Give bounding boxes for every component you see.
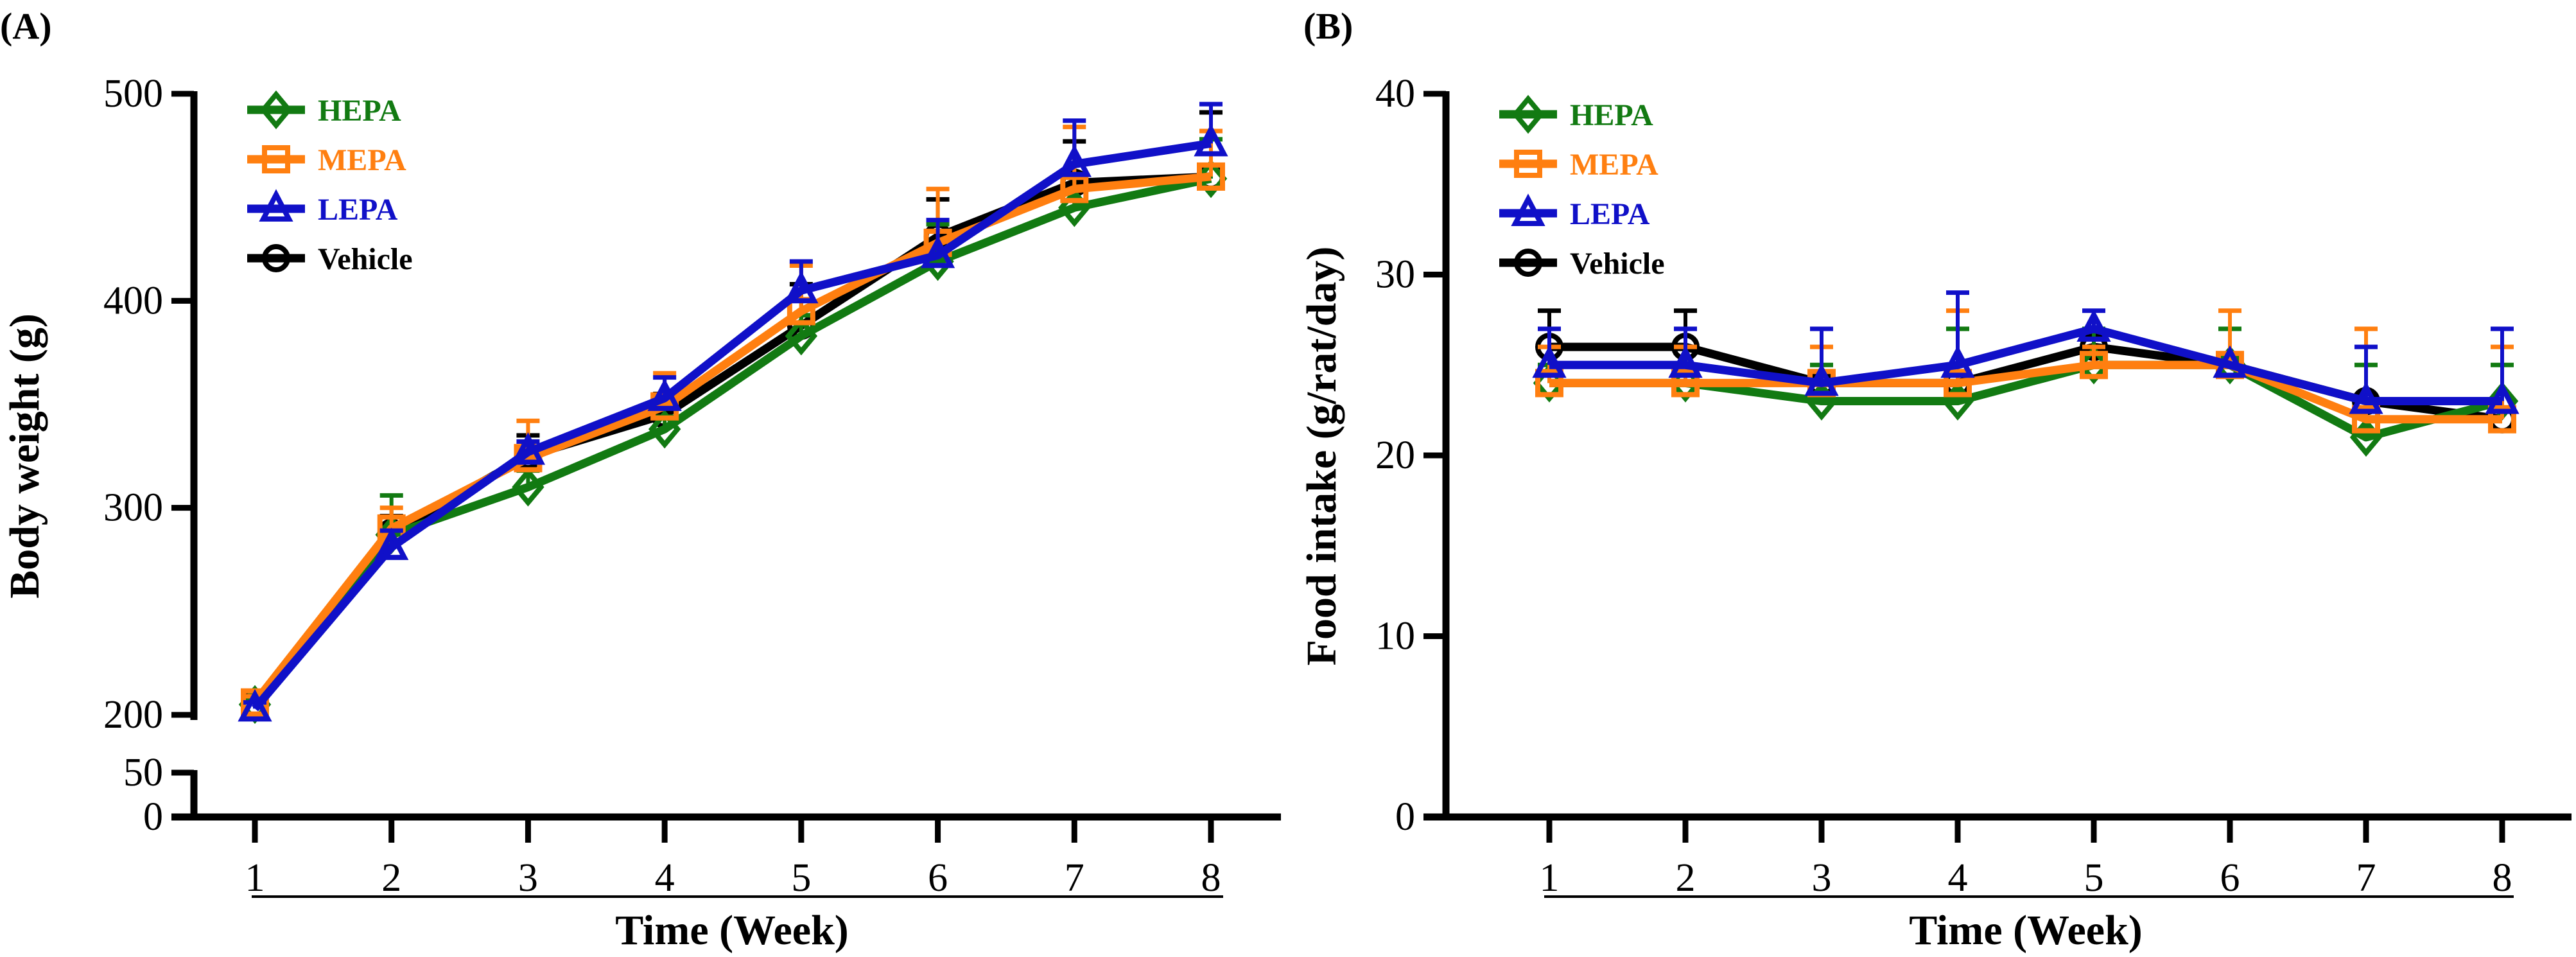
y-tick-label: 200 — [103, 693, 163, 737]
legend-marker-icon — [1514, 249, 1542, 277]
x-tick-label: 5 — [2084, 856, 2104, 900]
legend-marker-icon — [1511, 94, 1545, 134]
legend: HEPA MEPA LEPA Vehicle — [247, 90, 413, 276]
data-point — [2352, 405, 2380, 434]
data-point — [1668, 345, 1703, 378]
x-tick-label: 3 — [518, 856, 538, 900]
data-point — [1197, 162, 1225, 191]
legend-item: LEPA — [247, 189, 398, 227]
x-tick-label: 2 — [381, 856, 401, 900]
x-tick-label: 7 — [2356, 856, 2376, 900]
x-tick-label: 8 — [2493, 856, 2512, 900]
legend-label: HEPA — [318, 94, 401, 128]
data-point — [1535, 369, 1563, 398]
data-point — [1669, 364, 1702, 403]
series-line — [1549, 324, 2502, 406]
legend-item: Vehicle — [247, 242, 413, 276]
data-point — [1804, 363, 1839, 396]
x-tick-label: 1 — [245, 856, 265, 900]
legend-item: HEPA — [247, 90, 401, 130]
legend-marker-icon — [259, 189, 293, 222]
data-point — [784, 270, 819, 304]
data-point — [374, 527, 409, 560]
legend-label: MEPA — [1570, 148, 1658, 182]
y-tick-label: 20 — [1375, 434, 1415, 477]
legend-label: Vehicle — [1570, 247, 1665, 281]
panel-a-body-weight-chart: (A) Time (Week) Body weight (g) 050 200 30… — [0, 5, 1281, 954]
data-point — [510, 432, 546, 465]
y-tick-label: 10 — [1375, 615, 1415, 658]
data-point — [647, 378, 682, 411]
data-point — [1944, 369, 1972, 398]
y-axis-title: Food intake (g/rat/day) — [1298, 247, 1345, 666]
data-point — [2485, 381, 2519, 414]
data-point — [238, 689, 272, 722]
series-lepa — [1532, 290, 2519, 414]
legend-marker-icon — [1511, 193, 1545, 226]
panel-label: (A) — [0, 5, 52, 47]
data-point — [785, 316, 818, 356]
data-point — [2080, 351, 2108, 380]
legend-marker-icon — [262, 244, 290, 272]
x-tick-label: 1 — [1540, 856, 1560, 900]
data-point — [1671, 369, 1700, 398]
data-point — [2349, 381, 2383, 414]
x-tick-label: 7 — [1065, 856, 1084, 900]
panel-label: (B) — [1303, 5, 1353, 47]
series-line — [252, 139, 1212, 712]
legend-item: MEPA — [247, 143, 406, 177]
y-axis-title: Body weight (g) — [1, 313, 48, 599]
x-tick-label: 6 — [928, 856, 948, 900]
y-tick-label: 0 — [1395, 795, 1415, 839]
legend-marker-icon — [259, 90, 293, 130]
legend-label: Vehicle — [318, 242, 413, 276]
y-tick-label: 500 — [103, 72, 163, 116]
panel-b-food-intake-chart: (B) Time (Week) Food intake (g/rat/day) … — [1298, 5, 2572, 954]
series-line — [1549, 360, 2502, 424]
legend-label: LEPA — [318, 193, 398, 227]
data-point — [512, 468, 544, 507]
y-tick-label: 0 — [143, 795, 163, 839]
data-point — [1057, 145, 1092, 177]
x-tick-label: 8 — [1201, 856, 1221, 900]
x-tick-label: 6 — [2220, 856, 2240, 900]
data-point — [2213, 345, 2247, 378]
x-axis-title: Time (Week) — [615, 907, 849, 954]
x-tick-label: 2 — [1676, 856, 1696, 900]
x-axis-title: Time (Week) — [1909, 907, 2143, 954]
data-point — [2488, 405, 2516, 434]
y-tick-label: 400 — [103, 279, 163, 322]
series-lepa — [238, 101, 1228, 722]
legend-item: LEPA — [1499, 193, 1650, 231]
y-tick-label: 40 — [1375, 72, 1415, 116]
data-point — [1940, 345, 1975, 378]
legend-label: HEPA — [1570, 98, 1653, 132]
x-tick-label: 3 — [1812, 856, 1832, 900]
legend-marker-icon — [262, 145, 290, 173]
legend: HEPA MEPA LEPA Vehicle — [1499, 94, 1665, 281]
y-tick-label: 30 — [1375, 253, 1415, 297]
legend-item: MEPA — [1499, 148, 1658, 182]
x-tick-label: 4 — [1948, 856, 1968, 900]
data-point — [920, 235, 955, 268]
legend-label: MEPA — [318, 143, 406, 177]
data-point — [1194, 123, 1228, 157]
legend-item: Vehicle — [1499, 247, 1665, 281]
legend-label: LEPA — [1570, 197, 1650, 231]
data-point — [2076, 309, 2111, 342]
x-tick-label: 4 — [655, 856, 675, 900]
data-point — [1060, 175, 1089, 204]
legend-marker-icon — [1514, 150, 1542, 178]
y-tick-label: 300 — [103, 486, 163, 530]
data-point — [2077, 346, 2110, 385]
data-point — [648, 409, 681, 449]
data-point — [1533, 364, 1566, 403]
data-point — [1532, 345, 1567, 378]
series-line — [251, 172, 1212, 705]
y-tick-label: 50 — [123, 751, 163, 795]
legend-item: HEPA — [1499, 94, 1653, 134]
x-tick-label: 5 — [791, 856, 811, 900]
